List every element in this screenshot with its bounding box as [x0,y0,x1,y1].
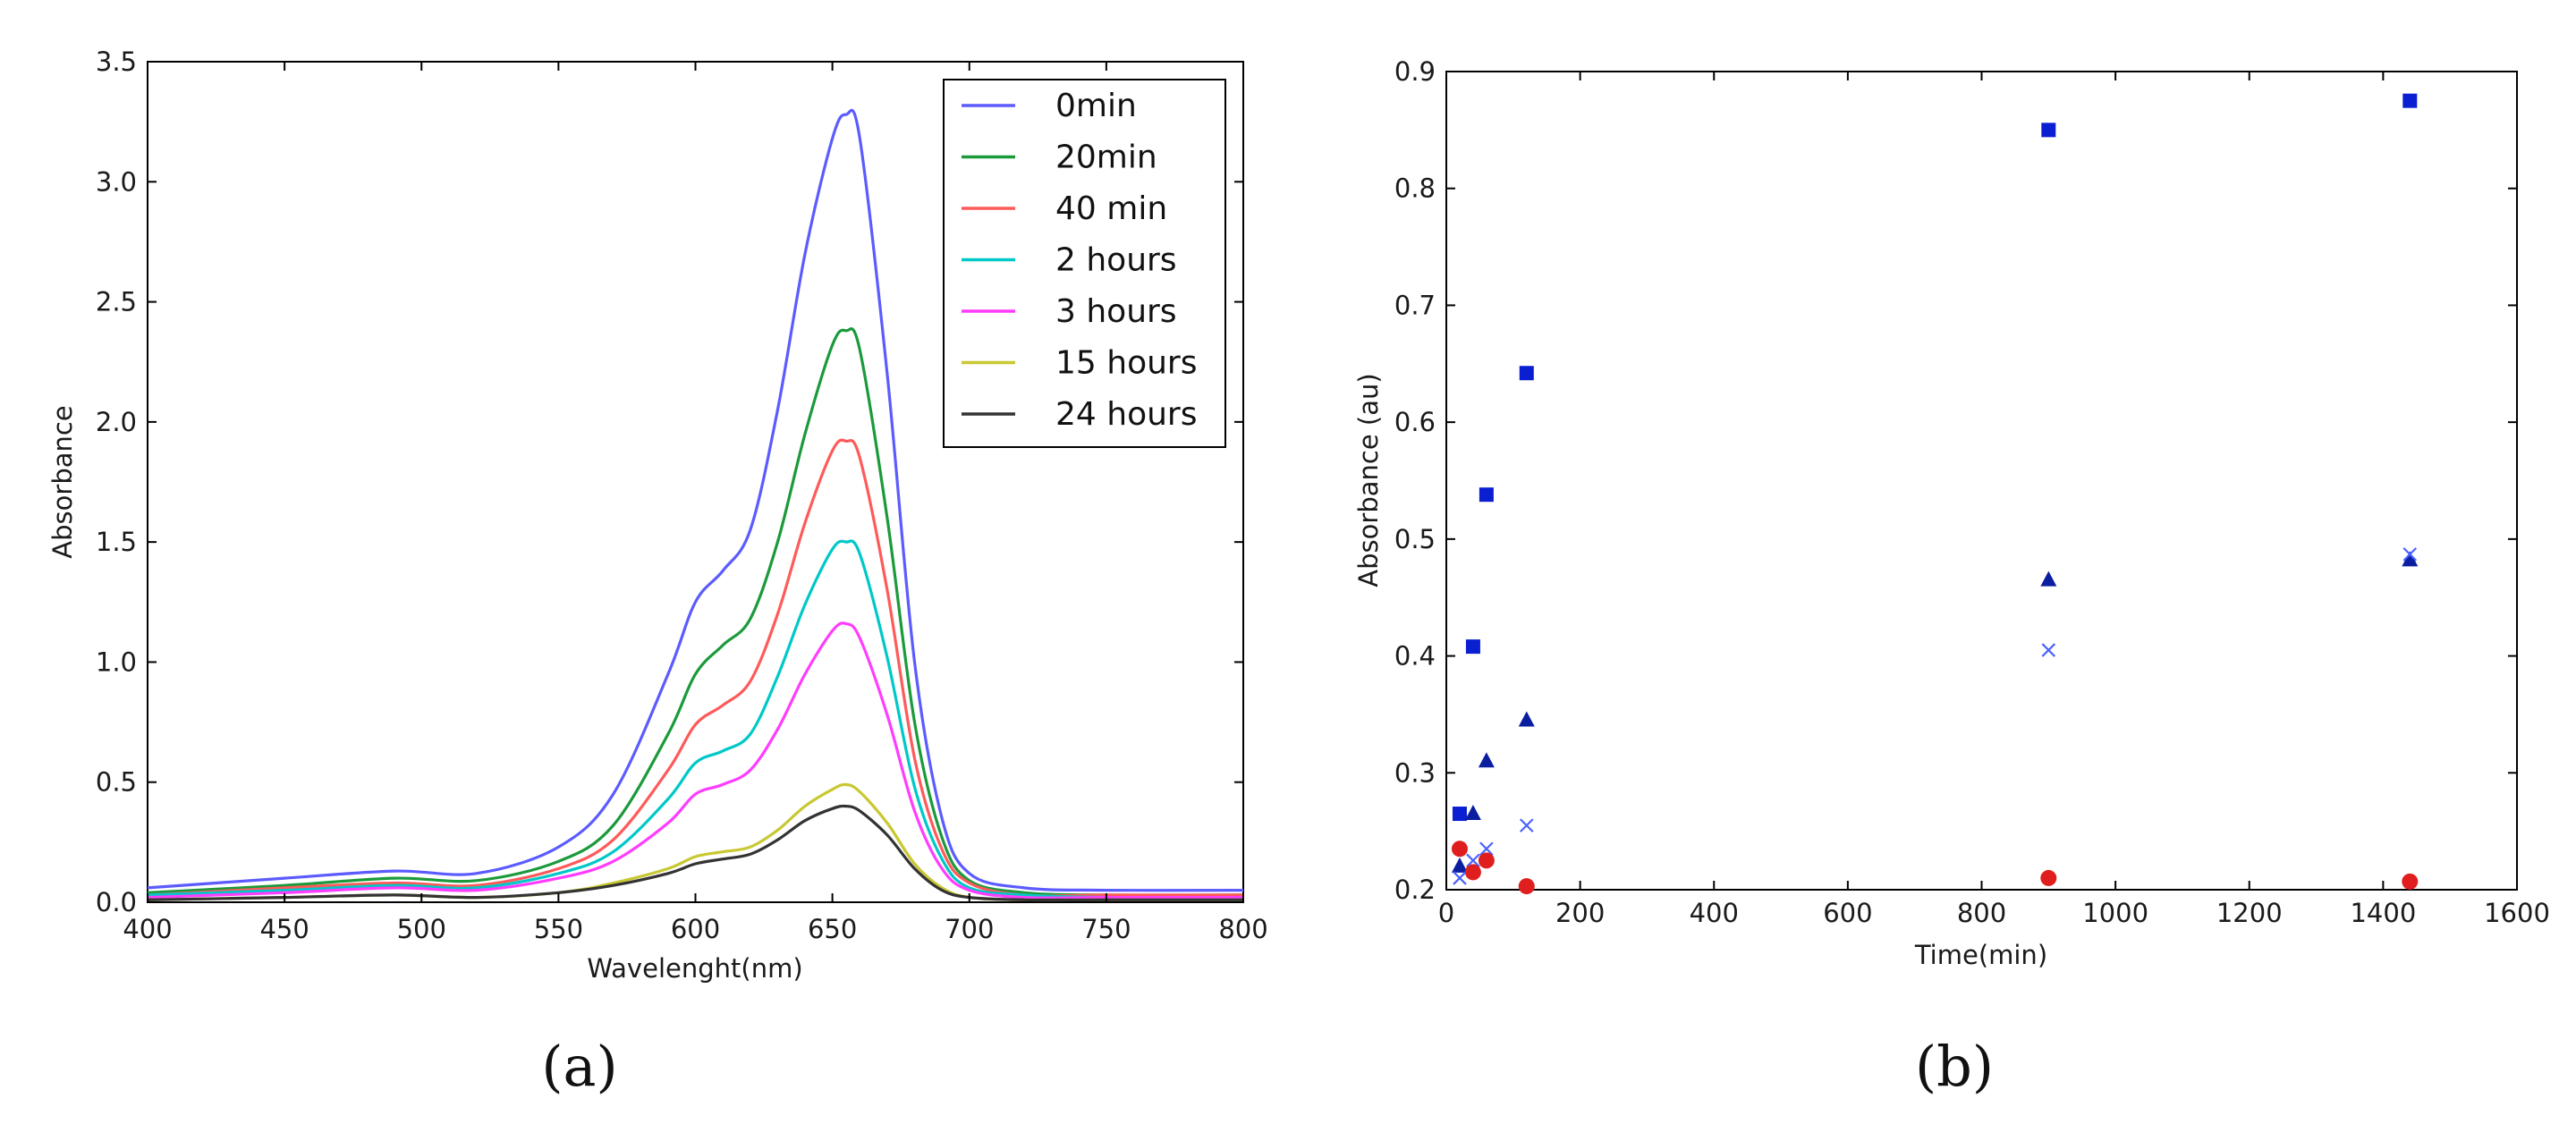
chart-b-y-axis-label: Absorbance (au) [1353,373,1384,587]
chart-b-y-tick-label: 0.5 [1394,524,1436,554]
chart-b-point-x [1466,853,1480,868]
chart-b-x-tick-label: 1200 [2216,898,2283,928]
chart-b-point-triangle [1464,805,1481,821]
chart-a-x-tick-label: 550 [534,914,583,944]
chart-b-x-tick-label: 600 [1823,898,1872,928]
chart-a-y-tick-label: 0.5 [96,767,137,798]
chart-b-point-x [1453,871,1467,885]
chart-b-point-square [1465,639,1480,655]
chart-a-legend-label: 24 hours [1055,396,1197,433]
chart-b-x-tick-label: 200 [1555,898,1605,928]
chart-b: 0 200 400 600 800 1000 1200 1400 1600 0.2 0.3 0.4 0… [1353,56,2550,1099]
chart-a-y-tick-label: 3.0 [96,166,137,197]
chart-a-y-axis-label: Absorbance [47,405,78,558]
chart-b-frame [1445,71,2518,891]
panel-label-b: (b) [1915,1034,1994,1099]
chart-b-x-tick-label: 1400 [2350,898,2416,928]
chart-a-x-tick-label: 500 [397,914,446,944]
chart-b-x-tick-label: 800 [1957,898,2006,928]
chart-b-point-square [1452,807,1467,822]
chart-a-x-tick-label: 800 [1218,914,1267,944]
chart-b-x-tick-label: 0 [1438,898,1454,928]
chart-b-y-tick-label: 0.3 [1394,757,1436,788]
chart-b-point-triangle [1518,711,1535,727]
chart-a-series-line-1 [147,327,1244,897]
chart-a-series-line-3 [147,539,1244,900]
chart-b-point-circle [2402,873,2419,890]
chart-b-point-triangle [2402,551,2419,567]
chart-a-y-tick-label: 0.0 [96,887,137,917]
chart-b-point-triangle [1478,752,1495,768]
chart-b-point-x [2402,547,2418,562]
chart-a-y-tick-label: 2.5 [96,287,137,317]
chart-b-point-circle [1464,864,1481,881]
chart-a-legend-label: 3 hours [1055,293,1177,330]
chart-a-series-line-2 [147,438,1243,898]
chart-b-y-tick-label: 0.4 [1394,641,1436,672]
chart-b-x-tick-label: 1600 [2484,898,2550,928]
chart-a-legend-label: 20min [1055,139,1157,176]
chart-a-x-tick-label: 450 [259,914,309,944]
chart-a-y-tick-label: 1.5 [96,527,137,557]
chart-b-x-axis-label: Time(min) [1914,940,2047,970]
chart-b-point-circle [1478,852,1495,869]
chart-a-legend: 0min 20min 40 min 2 hours 3 hours 15 hours 24 … [943,79,1226,448]
chart-b-point-circle [1451,841,1468,858]
chart-a-series-line-6 [147,804,1243,902]
chart-a-x-tick-label: 650 [808,914,857,944]
chart-b-x-tick-label: 400 [1690,898,1739,928]
chart-b-y-tick-label: 0.9 [1394,56,1436,87]
chart-a-series-line-4 [147,621,1243,900]
chart-a-legend-frame [943,79,1226,448]
chart-b-point-square [1519,366,1534,381]
chart-b-point-triangle [1451,857,1468,873]
chart-b-y-tick-label: 0.7 [1394,290,1436,320]
chart-a-legend-label: 2 hours [1055,242,1177,279]
chart-a-x-tick-label: 750 [1081,914,1131,944]
chart-a-series-group [147,108,1244,902]
chart-b-x-tick-label: 1000 [2082,898,2148,928]
chart-b-point-circle [2040,869,2057,886]
panel-label-a: (a) [541,1034,617,1099]
chart-a-x-tick-label: 700 [945,914,994,944]
chart-a-y-tick-label: 2.0 [96,407,137,437]
chart-b-point-x [1520,818,1534,832]
chart-b-point-square [2041,123,2056,138]
chart-a-x-tick-label: 400 [123,914,172,944]
chart-b-y-tick-label: 0.2 [1394,875,1436,905]
chart-b-y-tick-label: 0.6 [1394,407,1436,437]
chart-b-point-triangle [2040,570,2057,587]
chart-a-x-tick-label: 600 [671,914,720,944]
chart-b-points-group [1451,93,2419,895]
chart-b-point-square [2402,93,2418,108]
chart-b-point-x [1479,841,1494,857]
chart-b-point-square [1479,487,1494,503]
chart-a-legend-label: 15 hours [1055,345,1197,382]
chart-a-y-tick-label: 1.0 [96,647,137,677]
chart-a-legend-label: 0min [1055,88,1137,124]
chart-a-series-line-0 [147,108,1244,892]
chart-b-point-x [2041,643,2056,657]
chart-a-legend-label: 40 min [1055,190,1167,227]
chart-b-point-circle [1518,878,1535,895]
chart-a-y-tick-label: 3.5 [96,46,137,77]
chart-a: 400 450 500 550 600 650 700 750 800 0.0 0.5 1.0 1.5… [47,46,1268,1099]
chart-b-y-tick-label: 0.8 [1394,173,1436,204]
chart-a-x-axis-label: Wavelenght(nm) [587,953,802,984]
